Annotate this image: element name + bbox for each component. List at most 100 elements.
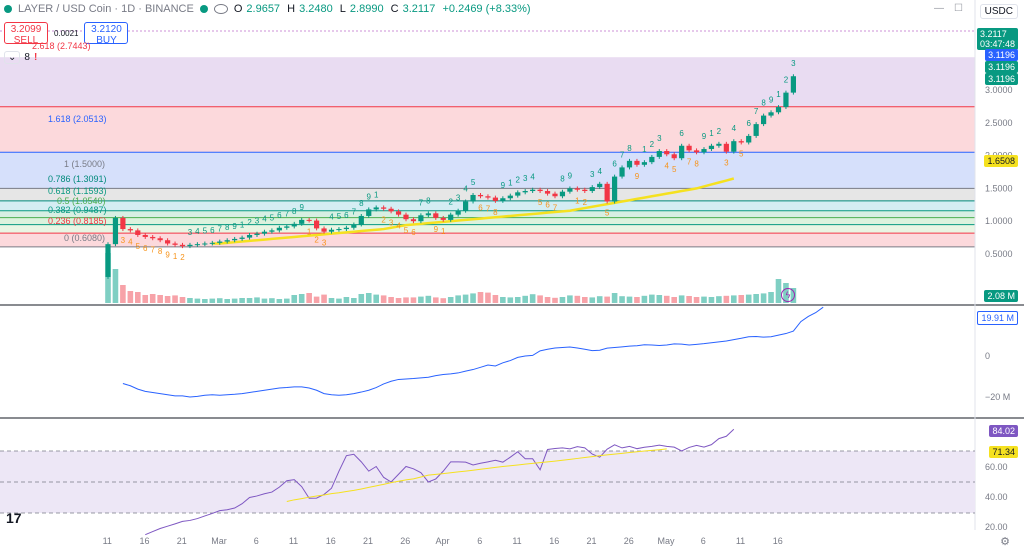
count-label: 9 xyxy=(299,203,304,212)
count-label: 2 xyxy=(180,253,185,262)
change-value: +0.2469 (+8.33%) xyxy=(442,3,531,15)
candle xyxy=(440,217,446,220)
ohlc-values: O 2.9657 H 3.2480 L 2.8990 C 3.2117 +0.2469 … xyxy=(234,3,535,15)
candle xyxy=(187,244,193,247)
count-label: 9 xyxy=(568,171,573,180)
candle xyxy=(328,229,335,232)
count-label: 7 xyxy=(486,205,491,214)
volume-bar xyxy=(760,293,767,303)
volume-bar xyxy=(164,296,171,303)
tradingview-logo: 17 xyxy=(6,510,22,526)
count-label: 2 xyxy=(583,198,588,207)
volume-bar xyxy=(343,297,350,303)
volume-bar xyxy=(716,296,722,303)
count-label: 8 xyxy=(426,196,431,205)
candle xyxy=(463,201,469,211)
close-label: C xyxy=(390,3,399,15)
candle xyxy=(299,219,305,224)
volume-bar xyxy=(440,298,447,303)
volume-bar xyxy=(157,295,163,303)
volume-bar xyxy=(738,295,745,303)
volume-bar xyxy=(529,294,536,303)
fib-band xyxy=(0,200,975,211)
count-label: 5 xyxy=(471,178,476,187)
maximize-icon[interactable]: ☐ xyxy=(954,3,963,14)
volume-bar xyxy=(336,298,342,303)
candle xyxy=(388,208,394,212)
alert-icon[interactable]: ! xyxy=(33,52,38,63)
candle xyxy=(343,227,349,230)
close-value: 3.2117 xyxy=(402,3,436,15)
x-tick-label: 11 xyxy=(736,536,745,546)
sell-button[interactable]: 3.2099 SELL xyxy=(4,22,48,46)
volume-bar xyxy=(492,295,499,303)
eye-icon[interactable] xyxy=(213,4,228,14)
candle xyxy=(582,189,588,192)
count-label: 6 xyxy=(277,211,282,220)
indicators-toggle: ⌄ 8 ! xyxy=(4,51,37,64)
rsi-ma-tag: 71.34 xyxy=(989,446,1018,458)
volume-bar xyxy=(351,298,357,303)
candle xyxy=(157,238,163,241)
count-label: 4 xyxy=(128,237,133,246)
count-label: 6 xyxy=(344,211,349,220)
y-tick-label: 0.5000 xyxy=(985,249,1013,259)
high-value: 3.2480 xyxy=(299,3,333,15)
count-label: 2 xyxy=(381,216,386,225)
count-label: 1 xyxy=(508,179,513,188)
volume-bar xyxy=(544,297,551,303)
fib-band xyxy=(0,217,975,225)
volume-bar xyxy=(246,298,253,303)
candle xyxy=(552,193,558,197)
count-label: 2 xyxy=(784,76,789,85)
candle xyxy=(410,219,417,222)
volume-bar xyxy=(723,295,730,303)
x-tick-label: 21 xyxy=(586,536,596,546)
spread-value: 0.0021 xyxy=(54,28,79,38)
candle xyxy=(395,211,402,215)
price-tag-1: 3.1196 xyxy=(985,49,1018,61)
candle xyxy=(753,124,759,136)
candle xyxy=(530,189,536,192)
candle xyxy=(306,219,312,221)
obv-line xyxy=(122,306,824,398)
candle xyxy=(619,167,625,177)
count-label: 8 xyxy=(158,247,163,256)
symbol-title[interactable]: LAYER / USD Coin · 1D · BINANCE xyxy=(18,3,194,15)
low-value: 2.8990 xyxy=(349,3,384,15)
volume-bar xyxy=(291,295,298,303)
count-label: 7 xyxy=(620,150,625,159)
candle xyxy=(522,191,528,193)
count-label: 7 xyxy=(754,107,759,116)
candle xyxy=(351,224,357,228)
count-label: 9 xyxy=(434,225,439,234)
minimize-icon[interactable]: — xyxy=(934,3,944,14)
sell-label: SELL xyxy=(13,35,39,46)
flash-icon[interactable]: ϟ xyxy=(781,288,795,302)
volume-bar xyxy=(768,292,774,303)
count-label: 3 xyxy=(724,159,729,168)
indicator-count[interactable]: 8 xyxy=(24,52,30,63)
currency-selector[interactable]: USDC xyxy=(979,4,1018,19)
volume-bar xyxy=(470,293,476,303)
buy-price: 3.2120 xyxy=(91,24,122,35)
volume-bar xyxy=(365,293,372,303)
count-label: 6 xyxy=(478,203,483,212)
count-label: 5 xyxy=(672,165,677,174)
candle xyxy=(679,145,685,159)
collapse-chevron-icon[interactable]: ⌄ xyxy=(4,51,21,64)
obv-tag: 19.91 M xyxy=(977,311,1018,325)
volume-bar xyxy=(708,297,715,303)
candle xyxy=(246,234,253,238)
x-tick-label: 21 xyxy=(177,536,187,546)
y-tick-label: 2.5000 xyxy=(985,118,1013,128)
volume-bar xyxy=(231,298,238,303)
x-tick-label: 6 xyxy=(477,536,482,546)
volume-bar xyxy=(224,299,230,303)
candle xyxy=(515,192,521,196)
gear-icon[interactable]: ⚙ xyxy=(1000,536,1010,548)
buy-button[interactable]: 3.2120 BUY xyxy=(84,22,129,46)
candle xyxy=(574,188,580,190)
candle xyxy=(105,244,111,277)
